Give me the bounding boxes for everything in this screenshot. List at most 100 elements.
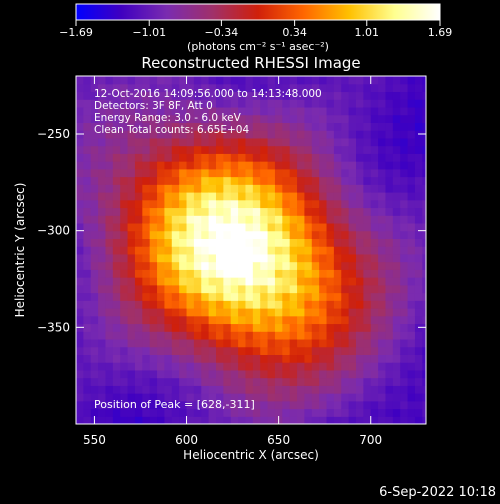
heatmap-cell — [260, 292, 269, 301]
heatmap-cell — [83, 145, 92, 154]
heatmap-cell — [282, 292, 291, 301]
heatmap-cell — [311, 176, 320, 185]
heatmap-cell — [252, 354, 261, 363]
heatmap-cell — [201, 323, 210, 332]
heatmap-cell — [230, 277, 239, 286]
heatmap-cell — [216, 261, 224, 270]
heatmap-cell — [370, 91, 379, 100]
heatmap-cell — [422, 292, 426, 301]
heatmap-cell — [304, 91, 313, 100]
heatmap-cell — [245, 269, 254, 278]
heatmap-cell — [105, 284, 114, 294]
heatmap-cell — [76, 222, 84, 232]
heatmap-cell — [370, 300, 379, 309]
heatmap-cell — [238, 308, 247, 317]
heatmap-cell — [149, 346, 158, 355]
heatmap-cell — [149, 338, 158, 348]
heatmap-cell — [297, 83, 306, 93]
heatmap-cell — [333, 292, 342, 301]
heatmap-cell — [245, 369, 254, 379]
heatmap-cell — [223, 369, 232, 379]
heatmap-cell — [120, 308, 129, 317]
heatmap-cell — [120, 91, 129, 100]
heatmap-cell — [157, 238, 166, 247]
heatmap-cell — [385, 369, 394, 379]
heatmap-cell — [304, 106, 313, 116]
heatmap-cell — [274, 277, 283, 286]
heatmap-cell — [260, 215, 269, 224]
heatmap-cell — [230, 338, 239, 348]
heatmap-cell — [297, 323, 306, 332]
heatmap-cell — [208, 292, 217, 301]
heatmap-cell — [274, 408, 283, 417]
heatmap-cell — [238, 246, 247, 255]
heatmap-cell — [142, 238, 151, 247]
heatmap-cell — [378, 161, 387, 170]
heatmap-cell — [333, 76, 342, 85]
heatmap-cell — [223, 122, 232, 131]
heatmap-cell — [400, 338, 409, 348]
heatmap-cell — [274, 377, 283, 386]
heatmap-cell — [112, 199, 121, 209]
heatmap-cell — [186, 253, 195, 263]
heatmap-cell — [216, 300, 224, 309]
heatmap-cell — [363, 114, 372, 123]
heatmap-cell — [282, 300, 291, 309]
heatmap-cell — [370, 308, 379, 317]
heatmap-cell — [326, 338, 335, 348]
heatmap-cell — [127, 153, 136, 162]
heatmap-cell — [392, 253, 401, 263]
heatmap-cell — [341, 331, 350, 340]
heatmap-cell — [414, 393, 423, 402]
heatmap-cell — [274, 369, 283, 379]
heatmap-cell — [179, 400, 188, 410]
heatmap-cell — [98, 207, 107, 216]
heatmap-cell — [90, 207, 99, 216]
heatmap-cell — [363, 83, 372, 93]
heatmap-cell — [179, 284, 188, 294]
heatmap-cell — [363, 184, 372, 193]
heatmap-cell — [90, 308, 99, 317]
heatmap-cell — [208, 400, 217, 410]
heatmap-cell — [76, 253, 84, 263]
heatmap-cell — [216, 284, 224, 294]
heatmap-cell — [142, 277, 151, 286]
heatmap-cell — [356, 300, 364, 309]
heatmap-cell — [414, 99, 423, 108]
heatmap-cell — [245, 408, 254, 417]
heatmap-cell — [392, 176, 401, 185]
heatmap-cell — [267, 300, 276, 309]
heatmap-cell — [282, 161, 291, 170]
heatmap-cell — [252, 161, 261, 170]
heatmap-cell — [216, 246, 224, 255]
heatmap-cell — [311, 261, 320, 270]
heatmap-cell — [238, 292, 247, 301]
heatmap-cell — [319, 114, 328, 123]
heatmap-cell — [105, 400, 114, 410]
heatmap-cell — [311, 122, 320, 131]
heatmap-cell — [400, 168, 409, 178]
heatmap-cell — [216, 137, 224, 147]
heatmap-cell — [378, 153, 387, 162]
heatmap-cell — [230, 161, 239, 170]
heatmap-cell — [370, 261, 379, 270]
heatmap-cell — [341, 137, 350, 147]
heatmap-cell — [157, 230, 166, 239]
heatmap-cell — [98, 385, 107, 394]
heatmap-cell — [297, 76, 306, 85]
heatmap-cell — [164, 323, 173, 332]
heatmap-cell — [230, 323, 239, 332]
heatmap-cell — [201, 215, 210, 224]
heatmap-cell — [216, 400, 224, 410]
heatmap-cell — [407, 145, 416, 154]
heatmap-cell — [98, 99, 107, 108]
heatmap-cell — [356, 354, 364, 363]
heatmap-cell — [422, 99, 426, 108]
heatmap-cell — [223, 277, 232, 286]
heatmap-cell — [142, 338, 151, 348]
heatmap-cell — [216, 153, 224, 162]
heatmap-cell — [414, 153, 423, 162]
heatmap-cell — [216, 122, 224, 131]
heatmap-cell — [356, 331, 364, 340]
heatmap-cell — [142, 408, 151, 417]
